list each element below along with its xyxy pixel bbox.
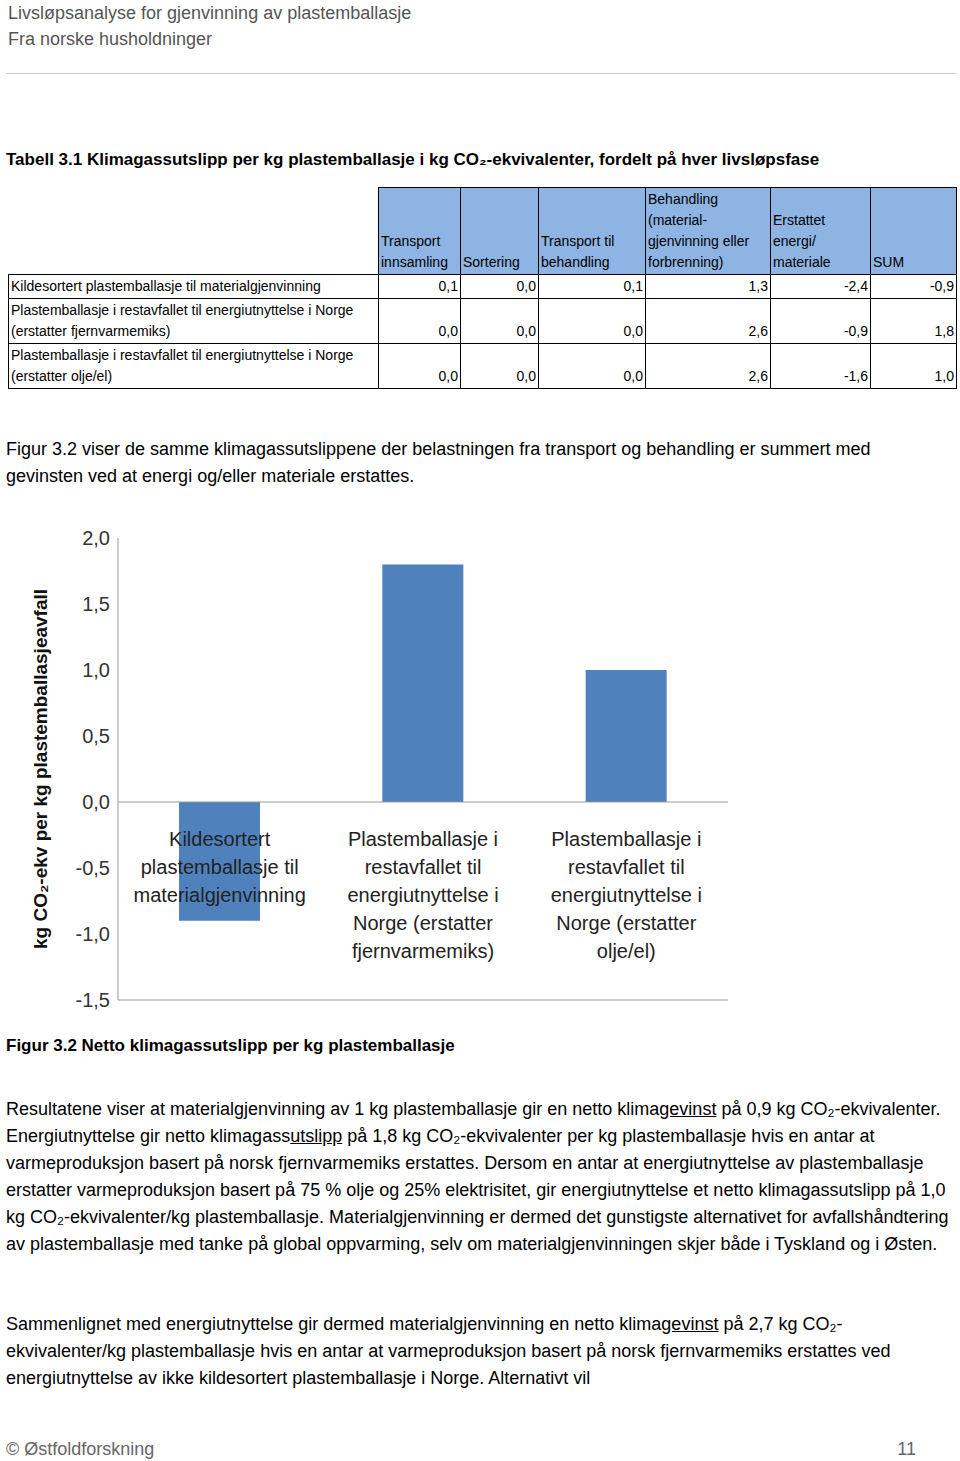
svg-text:Norge (erstatter: Norge (erstatter <box>353 912 493 934</box>
html-text:Transport til behandling: Transport til behandling <box>541 233 615 270</box>
html-text:Livsløpsanalyse for gjenvinnin: Livsløpsanalyse for gjenvinning av plast… <box>8 3 412 23</box>
svg-text:restavfallet til: restavfallet til <box>568 856 685 878</box>
html-text:0,0: 0,0 <box>623 323 643 339</box>
svg-text:kg CO₂-ekv per kg plastemballa: kg CO₂-ekv per kg plastemballasjeavfall <box>30 589 51 949</box>
svg-text:restavfallet til: restavfallet til <box>365 856 482 878</box>
html-text:-2,4: -2,4 <box>843 278 868 294</box>
html-text:1,3: 1,3 <box>748 278 768 294</box>
svg-text:-0,5: -0,5 <box>76 857 110 879</box>
svg-text:-1,0: -1,0 <box>76 923 110 945</box>
html-text:© Østfoldforskning: © Østfoldforskning <box>6 1439 155 1459</box>
html-text:-0,9: -0,9 <box>929 278 954 294</box>
svg-text:Plastemballasje i: Plastemballasje i <box>348 828 498 850</box>
svg-text:2,0: 2,0 <box>82 527 110 549</box>
html-text:Plastemballasje i restavfallet: Plastemballasje i restavfallet til energ… <box>11 302 354 339</box>
html-text:0,0: 0,0 <box>516 323 536 339</box>
html-text:Plastemballasje i restavfallet: Plastemballasje i restavfallet til energ… <box>11 347 354 384</box>
svg-text:plastemballasje til: plastemballasje til <box>141 856 299 878</box>
html-text:Sortering: Sortering <box>463 254 520 270</box>
svg-text:0,0: 0,0 <box>82 791 110 813</box>
html-text:11: 11 <box>897 1439 916 1459</box>
svg-text:olje/el): olje/el) <box>597 940 656 962</box>
svg-text:Norge (erstatter: Norge (erstatter <box>556 912 696 934</box>
html-text:2,6: 2,6 <box>748 368 768 384</box>
html-text:Tabell 3.1 Klimagassutslipp pe: Tabell 3.1 Klimagassutslipp per kg plast… <box>6 150 820 169</box>
html-text:Transport innsamling: Transport innsamling <box>381 233 448 270</box>
html-text:1,8: 1,8 <box>934 323 954 339</box>
svg-text:energiutnyttelse i: energiutnyttelse i <box>551 884 702 906</box>
html-text:Kildesortert plastemballasje t: Kildesortert plastemballasje til materia… <box>11 278 321 294</box>
html-text:Resultatene viser at materialg: Resultatene viser at materialgjenvinning… <box>6 1099 949 1254</box>
svg-text:energiutnyttelse i: energiutnyttelse i <box>347 884 498 906</box>
html-text:Figur 3.2 viser de samme klima: Figur 3.2 viser de samme klimagassutslip… <box>6 439 871 486</box>
html-text:-1,6: -1,6 <box>843 368 868 384</box>
html-text:0,0: 0,0 <box>516 368 536 384</box>
html-text:0,1: 0,1 <box>623 278 643 294</box>
html-text:0,0: 0,0 <box>438 368 458 384</box>
svg-text:Plastemballasje i: Plastemballasje i <box>551 828 701 850</box>
svg-text:1,5: 1,5 <box>82 593 110 615</box>
html-text:Sammenlignet med energiutnytte: Sammenlignet med energiutnyttelse gir de… <box>6 1314 891 1388</box>
html-text:Behandling (material-gjenvinni: Behandling (material-gjenvinning eller f… <box>648 191 750 270</box>
html-text:1,0: 1,0 <box>934 368 954 384</box>
svg-text:Kildesortert: Kildesortert <box>169 828 271 850</box>
html-text:Figur 3.2 Netto klimagassutsli: Figur 3.2 Netto klimagassutslipp per kg … <box>6 1036 455 1055</box>
svg-text:materialgjenvinning: materialgjenvinning <box>134 884 306 906</box>
html-text:0,0: 0,0 <box>516 278 536 294</box>
html-text:Erstattet energi/ materiale: Erstattet energi/ materiale <box>773 212 831 270</box>
html-text:Fra norske husholdninger: Fra norske husholdninger <box>8 29 213 49</box>
html-text:-0,9: -0,9 <box>843 323 868 339</box>
html-text:0,0: 0,0 <box>623 368 643 384</box>
html-text:SUM: SUM <box>873 254 905 270</box>
html-text:0,1: 0,1 <box>438 278 458 294</box>
html-text:2,6: 2,6 <box>748 323 768 339</box>
svg-text:1,0: 1,0 <box>82 659 110 681</box>
svg-text:fjernvarmemiks): fjernvarmemiks) <box>352 940 494 962</box>
svg-text:0,5: 0,5 <box>82 725 110 747</box>
svg-text:-1,5: -1,5 <box>76 989 110 1011</box>
html-text:0,0: 0,0 <box>438 323 458 339</box>
